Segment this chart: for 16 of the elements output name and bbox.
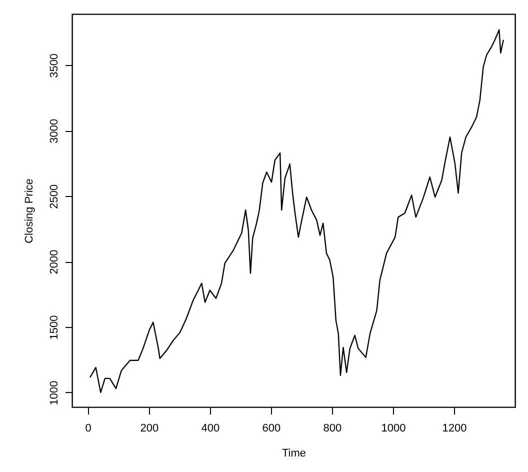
line-series	[89, 29, 504, 394]
x-tick-label: 400	[201, 422, 220, 434]
x-tick-label: 1200	[442, 422, 467, 434]
x-tick-label: 800	[323, 422, 342, 434]
x-tick-label: 200	[140, 422, 159, 434]
y-tick-label: 1500	[48, 315, 60, 340]
y-tick-label: 3500	[48, 53, 60, 78]
y-tick-label: 3000	[48, 118, 60, 144]
x-tick-label: 600	[262, 422, 281, 434]
x-tick-label: 1000	[381, 422, 406, 434]
y-tick-label: 1000	[48, 380, 60, 406]
y-tick-label: 2000	[48, 250, 60, 274]
y-tick-label: 2500	[48, 184, 60, 209]
x-axis-title: Time	[282, 448, 306, 460]
x-tick-label: 0	[85, 422, 92, 434]
y-axis-title: Closing Price	[24, 178, 36, 244]
